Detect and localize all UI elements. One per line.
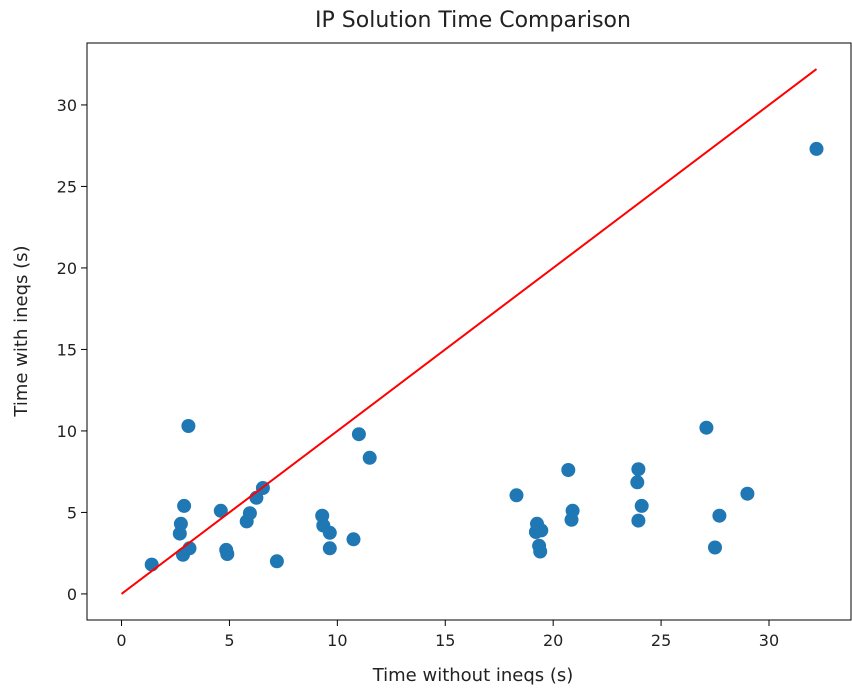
scatter-point xyxy=(242,506,257,521)
scatter-point xyxy=(634,498,649,513)
scatter-point xyxy=(740,486,755,501)
x-axis: 0 5 10 15 20 25 30 xyxy=(116,620,779,650)
scatter-point xyxy=(322,541,337,556)
x-axis-title: Time without ineqs (s) xyxy=(372,665,574,686)
y-tick-label: 5 xyxy=(67,503,77,522)
x-tick-label: 0 xyxy=(116,631,126,650)
scatter-point xyxy=(631,513,646,528)
plot-area xyxy=(120,68,824,595)
scatter-point xyxy=(630,475,645,490)
scatter-point xyxy=(699,420,714,435)
y-axis-title: Time with ineqs (s) xyxy=(11,245,32,417)
scatter-point xyxy=(509,488,524,503)
x-tick-label: 30 xyxy=(759,631,779,650)
scatter-point xyxy=(712,508,727,523)
scatter-point xyxy=(534,523,549,538)
x-tick-label: 5 xyxy=(224,631,234,650)
y-tick-label: 0 xyxy=(67,585,77,604)
scatter-point xyxy=(269,554,284,569)
chart-title: IP Solution Time Comparison xyxy=(315,8,631,33)
x-tick-label: 15 xyxy=(435,631,455,650)
scatter-point xyxy=(220,547,235,561)
scatter-point xyxy=(533,544,548,559)
y-tick-label: 30 xyxy=(57,96,77,115)
scatter-point xyxy=(213,503,228,518)
scatter-point xyxy=(561,463,576,477)
scatter-point xyxy=(708,540,722,555)
y-tick-label: 20 xyxy=(57,259,77,278)
y-axis: 0 5 10 15 20 25 30 xyxy=(57,96,87,604)
reference-line xyxy=(120,68,818,595)
scatter-point xyxy=(173,516,188,531)
scatter-point xyxy=(144,557,159,572)
y-tick-label: 10 xyxy=(57,422,77,441)
x-tick-label: 25 xyxy=(651,631,671,650)
x-tick-label: 10 xyxy=(327,631,347,650)
plot-frame xyxy=(86,42,852,621)
scatter-point xyxy=(346,532,361,547)
scatter-point xyxy=(631,462,646,477)
scatter-point xyxy=(809,141,824,156)
y-tick-label: 25 xyxy=(57,177,77,196)
scatter-point xyxy=(362,450,377,465)
scatter-point xyxy=(322,525,337,540)
x-tick-label: 20 xyxy=(543,631,563,650)
scatter-point xyxy=(565,503,580,518)
scatter-point xyxy=(181,419,196,433)
scatter-point xyxy=(351,427,366,442)
y-tick-label: 15 xyxy=(57,340,77,359)
scatter-point xyxy=(177,498,192,513)
